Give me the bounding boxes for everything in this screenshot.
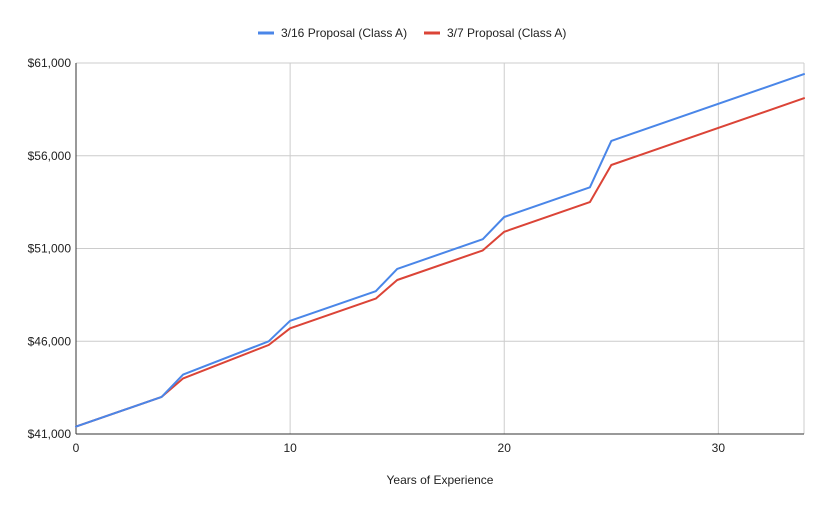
series-line-1 bbox=[75, 73, 805, 428]
y-tick-label: $41,000 bbox=[28, 427, 72, 441]
grid bbox=[76, 62, 805, 434]
x-tick-label: 20 bbox=[498, 441, 512, 455]
x-axis-title: Years of Experience bbox=[387, 473, 494, 487]
x-tick-label: 30 bbox=[712, 441, 726, 455]
series-line-2 bbox=[75, 97, 805, 428]
y-tick-label: $51,000 bbox=[28, 242, 72, 256]
x-tick-label: 10 bbox=[283, 441, 297, 455]
axes: $41,000 $46,000 $51,000 $56,000 $61,000 0 10 20… bbox=[28, 56, 804, 455]
series-layer bbox=[75, 73, 805, 428]
legend-label-series-2: 3/7 Proposal (Class A) bbox=[447, 26, 566, 40]
x-tick-label: 0 bbox=[73, 441, 80, 455]
y-tick-label: $56,000 bbox=[28, 149, 72, 163]
y-tick-label: $61,000 bbox=[28, 56, 72, 70]
y-tick-label: $46,000 bbox=[28, 334, 72, 348]
legend-label-series-1: 3/16 Proposal (Class A) bbox=[281, 26, 407, 40]
legend: 3/16 Proposal (Class A) 3/7 Proposal (Cl… bbox=[258, 26, 566, 40]
